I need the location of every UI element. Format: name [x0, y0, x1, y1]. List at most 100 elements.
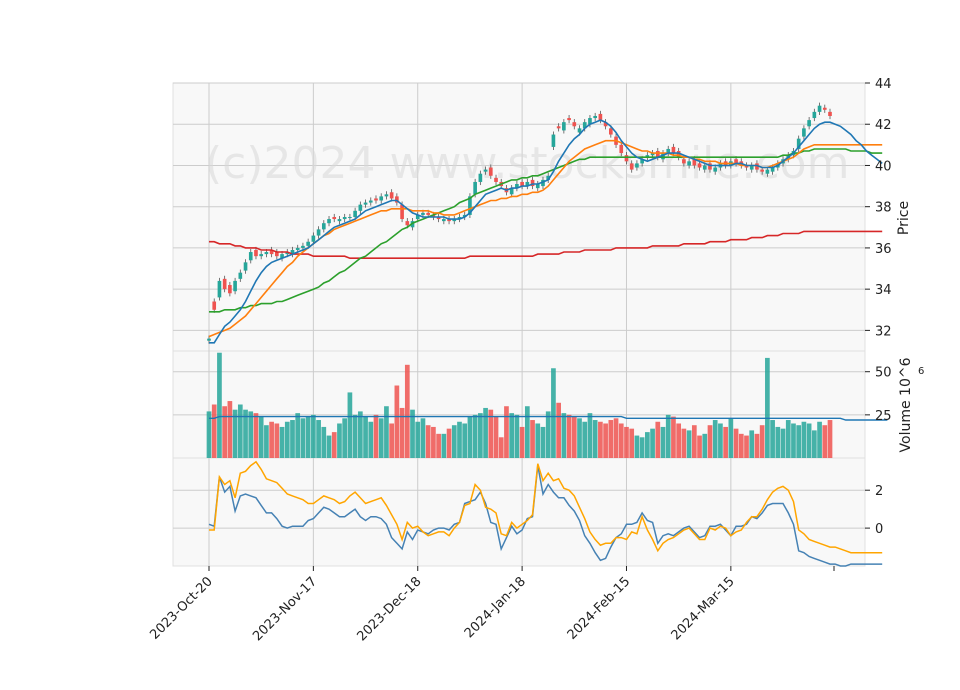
candle-body	[311, 235, 316, 242]
candle-body	[796, 138, 801, 149]
volume-bar	[603, 423, 608, 458]
candle-body	[212, 301, 217, 310]
indicator-y-tick-label: 0	[875, 522, 883, 537]
volume-bar	[269, 421, 274, 458]
volume-bar	[394, 385, 400, 458]
candle-body	[655, 151, 660, 158]
volume-bar	[577, 418, 582, 458]
volume-bar	[331, 432, 337, 458]
candle-body	[520, 181, 524, 187]
volume-bar	[321, 426, 327, 458]
candle-body	[488, 167, 493, 176]
volume-bar	[217, 352, 222, 458]
candle-body	[285, 252, 290, 255]
candle-body	[447, 219, 451, 222]
candle-body	[588, 118, 592, 125]
volume-bar	[697, 435, 702, 458]
volume-bar	[431, 426, 436, 458]
volume-panel	[206, 352, 888, 458]
volume-bar	[279, 426, 285, 458]
volume-bar	[655, 421, 661, 458]
candle-body	[452, 219, 457, 222]
candle-body	[436, 217, 441, 220]
volume-bar	[566, 414, 572, 458]
volume-bar	[738, 433, 744, 458]
price-y-tick-label: 42	[875, 118, 892, 133]
volume-bar	[457, 421, 462, 458]
volume-bar	[451, 425, 457, 458]
volume-bar	[660, 426, 666, 458]
candle-body	[301, 245, 305, 248]
volume-y-tick-label: 25	[875, 409, 892, 424]
volume-bar	[253, 413, 259, 458]
ma-long-line	[209, 230, 883, 260]
candle-body	[295, 247, 300, 250]
volume-bar	[545, 411, 551, 458]
volume-bar	[347, 392, 353, 458]
candle-body	[259, 254, 264, 257]
candle-body	[280, 254, 284, 259]
volume-bar	[587, 413, 593, 458]
volume-bar	[791, 423, 796, 458]
volume-bar	[472, 414, 478, 458]
candle-body	[828, 111, 832, 116]
volume-bar	[718, 423, 723, 458]
x-tick-label: 2024-Feb-15	[565, 574, 634, 643]
volume-bar	[765, 357, 770, 458]
candle-body	[207, 338, 211, 341]
volume-bar	[493, 416, 499, 458]
candle-body	[468, 196, 472, 215]
volume-bar	[822, 425, 828, 458]
candle-body	[702, 165, 707, 170]
candle-body	[483, 169, 488, 172]
candle-body	[525, 181, 530, 187]
volume-bar	[337, 423, 342, 458]
candle-body	[426, 212, 431, 215]
candle-body	[358, 204, 363, 211]
volume-bar	[671, 416, 676, 458]
candle-body	[228, 285, 232, 294]
candle-body	[661, 153, 665, 160]
candle-body	[462, 214, 467, 217]
volume-bar	[691, 425, 697, 458]
candle-body	[744, 165, 749, 168]
candle-body	[650, 153, 655, 156]
volume-bar	[514, 414, 520, 458]
candle-body	[389, 192, 394, 199]
candle-body	[770, 167, 775, 172]
volume-bar	[540, 426, 546, 458]
volume-bar	[723, 426, 728, 458]
volume-bar	[676, 423, 682, 458]
candle-body	[400, 204, 404, 220]
volume-bar	[284, 421, 290, 458]
volume-bar	[211, 404, 217, 458]
candle-body	[713, 167, 718, 172]
grid-lines	[173, 82, 865, 566]
volume-bar	[561, 413, 567, 458]
volume-bar	[592, 420, 598, 458]
volume-bar	[530, 420, 535, 458]
volume-bar	[598, 421, 603, 458]
candle-body	[248, 252, 253, 261]
volume-bar	[582, 421, 588, 458]
volume-bar	[744, 435, 749, 458]
volume-bar	[478, 413, 483, 458]
candle-body	[802, 128, 806, 137]
candle-body	[708, 163, 712, 170]
volume-bar	[222, 406, 228, 458]
x-tick-label: 2024-Mar-15	[669, 574, 738, 643]
volume-ma-line	[209, 415, 888, 421]
volume-bar	[801, 421, 807, 458]
volume-bar	[404, 364, 410, 458]
volume-bar	[384, 406, 389, 458]
volume-bar	[645, 432, 650, 458]
volume-bar	[232, 409, 238, 458]
price-panel-bg	[172, 82, 866, 352]
volume-bar	[775, 426, 781, 458]
candle-body	[765, 169, 770, 174]
candle-body	[321, 223, 326, 230]
candle-body	[676, 151, 681, 158]
volume-bar	[785, 420, 791, 458]
candle-body	[431, 214, 436, 217]
volume-bar	[749, 430, 755, 458]
